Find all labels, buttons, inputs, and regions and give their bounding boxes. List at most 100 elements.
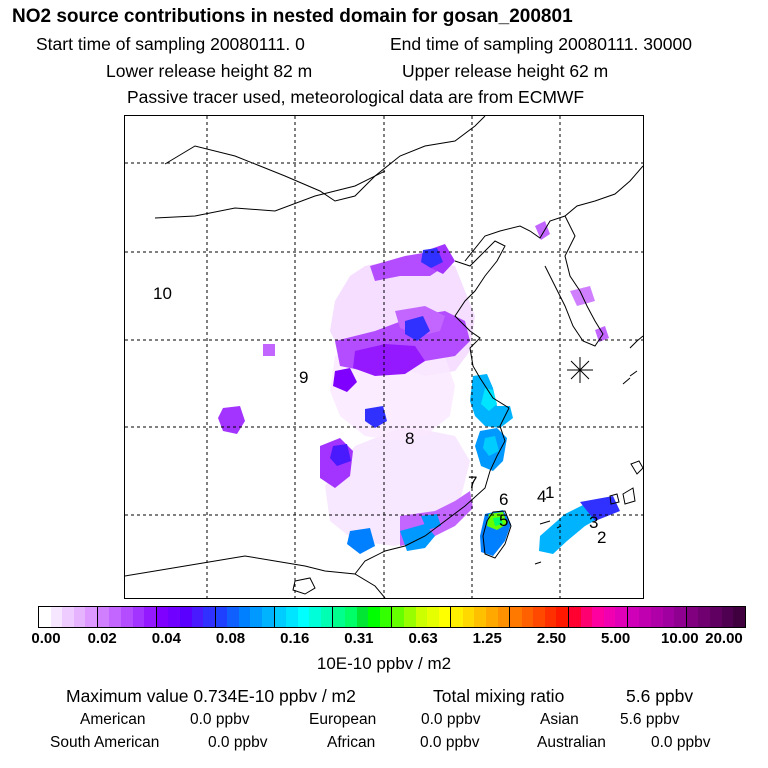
label-1: 1: [545, 483, 554, 502]
colorbar-unit-label: 10E-10 ppbv / m2: [316, 654, 452, 673]
plume-core-south3: [421, 514, 441, 530]
colorbar-cell: [497, 607, 510, 627]
colorbar-cell: [450, 607, 463, 627]
colorbar-cell: [273, 607, 287, 627]
marker-line-4: [570, 360, 590, 380]
colorbar-cell: [379, 607, 392, 627]
chart-title: NO2 source contributions in nested domai…: [12, 6, 573, 27]
coast-korea-border: [464, 165, 643, 262]
colorbar-cell: [674, 607, 686, 627]
plume-core-hebei: [405, 316, 430, 341]
colorbar-cell: [261, 607, 274, 627]
colorbar-cell: [521, 607, 534, 627]
plume-blob-tiny: [263, 344, 275, 356]
colorbar-cell: [332, 607, 346, 627]
plume-taiwan-inner: [493, 517, 503, 526]
receptor-marker: [567, 357, 593, 383]
coast-bohai: [454, 240, 510, 409]
end-time-label: End time of sampling 20080111. 30000: [390, 34, 692, 54]
colorbar-cell: [50, 607, 63, 627]
label-8: 8: [405, 429, 414, 448]
colorbar-cell: [403, 607, 416, 627]
plume-core-beijing: [421, 248, 443, 268]
south-american-label: South American: [50, 734, 160, 751]
colorbar-tick-label: 0.08: [215, 630, 246, 647]
label-10: 10: [153, 284, 172, 303]
total-mixing-label: Total mixing ratio: [433, 686, 565, 706]
colorbar-cell: [615, 607, 627, 627]
colorbar-cell: [626, 607, 640, 627]
colorbar-tick-label: 0.02: [87, 630, 117, 647]
european-label: European: [309, 711, 377, 728]
colorbar-cell: [144, 607, 156, 627]
colorbar-cell: [179, 607, 192, 627]
label-4: 4: [537, 487, 546, 506]
colorbar-cell: [356, 607, 369, 627]
colorbar-cell: [592, 607, 604, 627]
coast-korea: [544, 215, 604, 347]
coast-japan: [609, 335, 643, 505]
coast-east: [354, 407, 510, 575]
colorbar-cell: [121, 607, 133, 627]
colorbar-tick-label: 0.00: [31, 630, 61, 647]
colorbar-cell: [427, 607, 439, 627]
colorbar-cell: [685, 607, 699, 627]
colorbar-cell: [109, 607, 122, 627]
colorbar-cell: [603, 607, 616, 627]
region-labels: 10 9 8 7 6 5 4 3 2 1: [153, 284, 606, 547]
colorbar: [38, 606, 746, 628]
colorbar-cell: [580, 607, 593, 627]
colorbar-cell: [39, 607, 51, 627]
total-mixing-value: 5.6 ppbv: [626, 686, 694, 706]
start-time-label: Start time of sampling 20080111. 0: [36, 34, 305, 54]
colorbar-cell: [662, 607, 675, 627]
colorbar-cell: [191, 607, 204, 627]
colorbar-cell: [651, 607, 663, 627]
colorbar-cell: [286, 607, 298, 627]
colorbar-tick-label: 5.00: [601, 630, 631, 647]
australian-label: Australian: [537, 734, 606, 751]
label-2: 2: [597, 528, 606, 547]
plume-core-south1: [347, 528, 375, 554]
asian-label: Asian: [540, 711, 579, 728]
colorbar-cell: [533, 607, 545, 627]
colorbar-cell: [250, 607, 262, 627]
colorbar-cell: [721, 607, 734, 627]
plume-layer: [218, 221, 620, 556]
gridlines: [125, 116, 643, 598]
colorbar-cell: [698, 607, 710, 627]
colorbar-cell: [96, 607, 110, 627]
plume-korea: [535, 221, 550, 240]
colorbar-cell: [368, 607, 380, 627]
african-label: African: [327, 734, 376, 751]
colorbar-cell: [168, 607, 180, 627]
south-american-value: 0.0 ppbv: [208, 734, 268, 751]
coast-south: [125, 555, 386, 598]
plume-zhejiang-core: [483, 436, 499, 456]
colorbar-cell: [309, 607, 321, 627]
european-value: 0.0 ppbv: [421, 711, 481, 728]
asian-value: 5.6 ppbv: [620, 711, 680, 728]
colorbar-tick-label: 0.63: [408, 630, 438, 647]
plume-blob-west: [333, 368, 357, 392]
colorbar-cell: [155, 607, 169, 627]
colorbar-cell: [556, 607, 569, 627]
label-6: 6: [499, 490, 508, 509]
colorbar-cell: [709, 607, 722, 627]
american-value: 0.0 ppbv: [190, 711, 250, 728]
colorbar-tick-label: 20.00: [705, 630, 743, 647]
plume-shanghai-core: [481, 388, 497, 411]
colorbar-cell: [733, 607, 745, 627]
lower-height-label: Lower release height 82 m: [106, 61, 313, 81]
african-value: 0.0 ppbv: [420, 734, 480, 751]
colorbar-cell: [639, 607, 652, 627]
plume-core-west: [330, 444, 351, 466]
colorbar-tick-label: 0.16: [280, 630, 310, 647]
colorbar-tick-label: 0.31: [344, 630, 374, 647]
plume-ryukyu-outer: [580, 496, 620, 521]
colorbar-cell: [132, 607, 145, 627]
plume-korea2: [595, 326, 609, 342]
colorbar-ticks: 0.00 0.02 0.04 0.08 0.16 0.31 0.63 1.25 2.50 5.00…: [0, 630, 768, 652]
map-svg: 10 9 8 7 6 5 4 3 2 1: [125, 116, 643, 598]
colorbar-cell: [214, 607, 228, 627]
